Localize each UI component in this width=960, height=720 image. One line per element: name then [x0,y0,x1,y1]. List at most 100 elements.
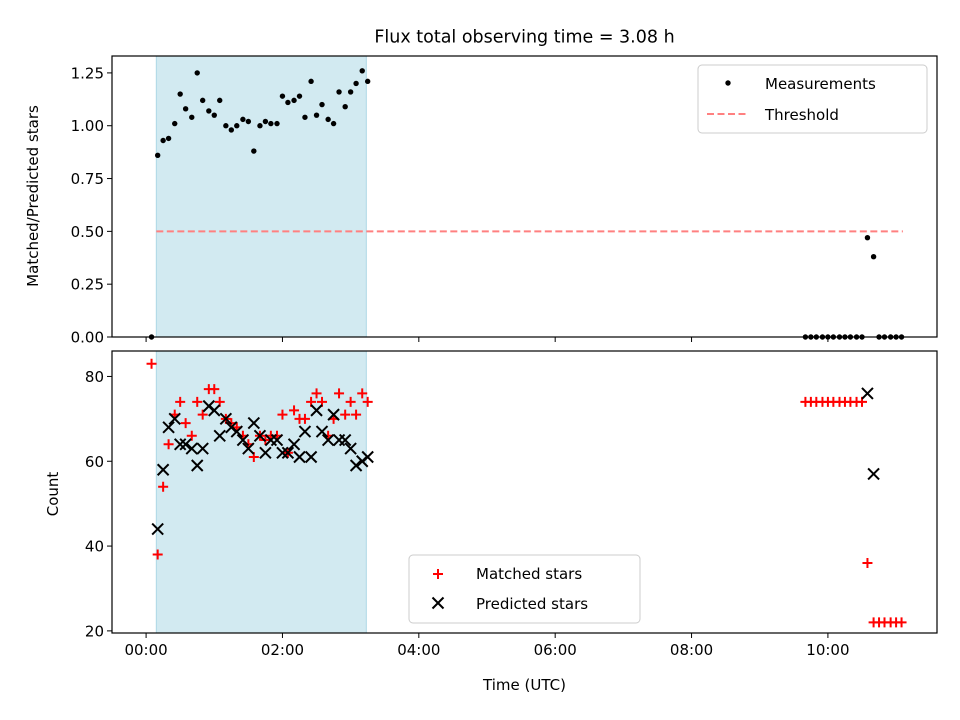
top-ytick-label: 0.75 [71,170,104,188]
matched-star-point [289,405,300,416]
matched-star-point [152,549,163,560]
measurement-point [234,123,240,129]
predicted-star-point [861,387,874,400]
measurement-point [182,106,189,112]
xtick-label: 06:00 [534,641,577,659]
bottom-points-layer [146,358,907,628]
matched-star-point [146,358,157,369]
top-ytick-label: 0.25 [71,276,104,294]
legend-matched-label: Matched stars [476,565,582,583]
predicted-star-point [247,416,261,430]
matched-star-point [896,617,907,628]
predicted-star-point [242,442,255,455]
top-legend-box [697,64,928,134]
matched-star-point [158,481,169,492]
predicted-star-point [344,442,357,455]
top-legend: Measurements Threshold [697,64,928,134]
matched-star-point [192,396,203,407]
matched-star-point [340,409,351,420]
measurement-point [228,127,235,133]
measurement-point [211,112,217,118]
top-ytick-label: 0.00 [71,329,104,347]
matched-star-point [180,418,191,429]
predicted-star-point [298,425,312,438]
measurement-point [172,120,178,127]
predicted-star-point [156,463,170,476]
predicted-star-point [151,522,164,536]
top-shaded-span [155,55,367,338]
top-axes-frame-rect [111,55,938,338]
measurement-point [274,120,280,127]
matched-star-point [277,409,288,420]
measurement-point [870,254,877,260]
predicted-star-point [191,459,204,472]
legend-matched-marker [433,569,443,579]
predicted-star-point [321,433,335,447]
xtick-label: 04:00 [397,641,440,659]
top-ytick-label: 0.50 [71,223,104,241]
bottom-axes-frame [111,350,938,634]
top-y-axis-label: Matched/Predicted stars [24,105,42,287]
xtick-label: 08:00 [670,641,713,659]
bot-ytick-label: 60 [85,453,104,471]
chart-title: Flux total observing time = 3.08 h [374,28,674,48]
predicted-star-point [270,433,284,447]
measurement-point [336,89,342,95]
top-points-layer [148,68,905,340]
predicted-star-point [293,450,306,464]
predicted-star-point [236,433,250,447]
measurement-point [199,97,206,104]
measurement-point [330,120,337,127]
measurement-point [296,93,303,99]
predicted-star-point [253,429,267,443]
matched-star-point [175,396,186,407]
measurement-point [257,123,263,129]
measurement-point [308,78,314,85]
measurement-point [251,148,257,154]
predicted-star-point [162,421,175,434]
predicted-star-point [304,450,318,464]
measurement-point [223,123,229,129]
bot-axes-frame-rect [111,350,938,634]
top-ytick-label: 1.00 [71,117,104,135]
measurement-point [165,135,172,142]
predicted-star-point [168,412,181,426]
bot-ytick-label: 40 [85,538,104,556]
matched-star-point [311,388,322,399]
matched-star-point [345,396,356,407]
matched-star-point [209,384,220,395]
legend-predicted-marker [431,596,445,610]
top-shaded-span-rect [155,55,367,338]
predicted-star-point [230,425,243,438]
measurement-point [279,93,286,99]
matched-star-point [163,439,174,450]
measurement-point [189,114,195,120]
bot-shaded-span-rect [155,350,367,634]
top-y-ticks: 0.00 0.25 0.50 0.75 1.00 1.25 [71,64,112,347]
bottom-legend-box [408,554,641,624]
measurement-point [342,104,348,110]
measurement-point [177,91,183,97]
predicted-star-point [173,438,187,451]
measurement-point [302,114,308,120]
measurement-point [364,78,371,85]
matched-star-point [862,558,873,569]
measurement-point [347,89,354,95]
measurement-point [285,99,291,106]
bottom-legend: Matched stars Predicted stars [408,554,641,624]
matched-star-point [357,388,368,399]
predicted-star-point [208,404,221,417]
predicted-star-point [179,438,192,451]
bottom-x-ticks: 00:00 02:00 04:00 06:00 08:00 10:00 [124,633,850,659]
legend-measurements-label: Measurements [765,75,876,93]
measurement-point [353,80,359,87]
predicted-star-point [349,459,363,472]
top-axes-frame [111,55,938,338]
bottom-shaded-span [155,350,367,634]
measurement-point [291,97,297,104]
predicted-star-point [867,467,880,481]
bottom-y-ticks: 20 40 60 80 [85,368,112,640]
matched-star-point [334,388,345,399]
matched-star-point [186,430,197,441]
